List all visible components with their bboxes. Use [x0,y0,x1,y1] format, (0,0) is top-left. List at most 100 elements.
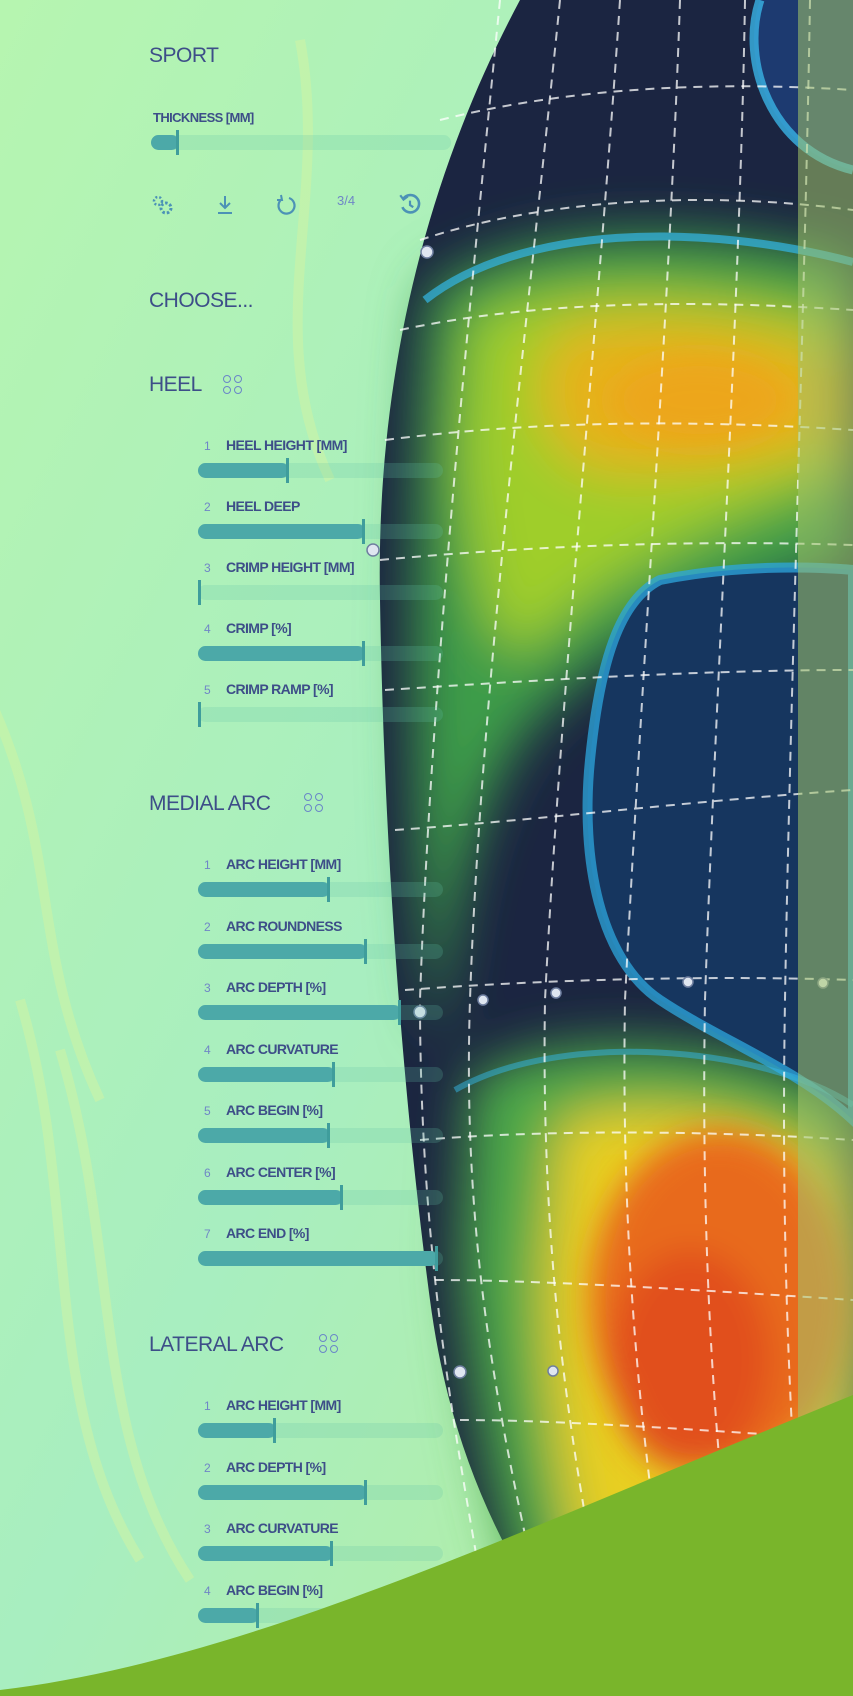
slider-fill [151,135,179,150]
undo-history-icon[interactable] [397,192,423,224]
slider-track[interactable] [198,1184,443,1210]
lateral-arc-title: LATERAL ARC [149,1333,284,1356]
slider-label: ARC BEGIN [%] [226,1581,323,1598]
group-view-icon[interactable] [222,374,246,398]
slider-fill [198,1189,343,1205]
slider-handle[interactable] [362,519,365,544]
slider-handle[interactable] [256,1602,259,1628]
control-panel: SPORT THICKNESS [MM] 3/4 CHOOSE... HEEL … [149,44,451,1689]
slider-index: 3 [204,981,211,995]
slider-index: 1 [204,1399,211,1413]
slider-index: 1 [204,858,211,872]
slider-fill [198,1251,438,1266]
slider-handle[interactable] [398,1000,401,1025]
slider-handle[interactable] [273,1418,276,1443]
slider-handle[interactable] [198,1664,201,1689]
slider-index: 3 [204,561,211,575]
slider-index: 2 [204,500,211,514]
slider-handle[interactable] [327,1123,330,1148]
slider-label: ARC ROUNDNESS [226,917,342,934]
slider-fill [198,1423,276,1438]
slider-label: ARC CE [226,1643,277,1659]
slider-fill [198,1484,367,1500]
slider-track[interactable] [198,1418,443,1443]
slider-track[interactable] [198,938,443,964]
slider-fill [198,646,365,661]
slider-handle[interactable] [435,1246,438,1271]
slider-index: 5 [204,683,211,697]
slider-fill [198,943,367,959]
slider-index: 2 [204,919,211,934]
slider-handle[interactable] [176,130,179,155]
slider-index: 6 [204,1165,211,1180]
slider-handle[interactable] [198,702,201,727]
slider-track[interactable] [198,1061,443,1087]
slider-index: 5 [204,1104,211,1118]
slider-handle[interactable] [340,1184,343,1210]
slider-fill [198,463,289,478]
sport-title: SPORT [149,44,219,67]
slider-index: 7 [204,1227,211,1241]
slider-index: 4 [204,1583,211,1598]
slider-fill [198,1607,259,1623]
slider-fill [198,1005,401,1020]
slider-label: ARC CURVATURE [226,1040,339,1057]
fraction-icon[interactable]: 3/4 [337,193,356,208]
slider-track[interactable] [198,1541,443,1566]
slider-label: HEEL DEEP [226,498,300,514]
choose-label[interactable]: CHOOSE... [149,289,254,312]
slider-track[interactable] [198,1123,443,1148]
reset-icon[interactable] [274,193,298,223]
thickness-label: THICKNESS [MM] [153,110,254,125]
slider-handle[interactable] [198,580,201,605]
slider-label: ARC CURVATURE [226,1520,339,1536]
slider-label: ARC END [%] [226,1225,309,1241]
slider-label: ARC DEPTH [%] [226,979,326,995]
slider-fill [198,1066,335,1082]
heel-title: HEEL [149,373,202,396]
slider-label: ARC DEPTH [%] [226,1458,326,1475]
slider-label: CRIMP HEIGHT [MM] [226,559,355,575]
slider-handle[interactable] [327,877,330,902]
slider-handle[interactable] [362,641,365,666]
slider-index: 1 [204,439,211,453]
slider-track[interactable] [198,702,443,727]
slider-label: ARC BEGIN [%] [226,1102,323,1118]
settings-icon[interactable] [150,193,174,223]
slider-label: ARC HEIGHT [MM] [226,1397,341,1413]
slider-handle[interactable] [364,938,367,964]
slider-track[interactable] [198,1479,443,1505]
download-icon[interactable] [213,193,237,223]
slider-track[interactable] [198,1000,443,1025]
slider-track[interactable] [198,1664,443,1689]
slider-label: ARC CENTER [%] [226,1163,336,1180]
slider-track[interactable] [198,1246,443,1271]
slider-fill [198,1546,333,1561]
slider-track[interactable] [198,1602,443,1628]
thickness-slider[interactable] [151,130,451,155]
medial-arc-title: MEDIAL ARC [149,792,271,815]
slider-handle[interactable] [364,1479,367,1505]
group-view-icon[interactable] [303,792,327,816]
slider-track[interactable] [198,877,443,902]
slider-index: 5 [204,1645,211,1659]
slider-label: HEEL HEIGHT [MM] [226,437,347,453]
slider-track[interactable] [198,519,443,544]
slider-index: 4 [204,1042,211,1057]
slider-handle[interactable] [332,1061,335,1087]
slider-index: 3 [204,1522,211,1536]
slider-index: 2 [204,1460,211,1475]
slider-track[interactable] [198,641,443,666]
slider-handle[interactable] [330,1541,333,1566]
slider-track[interactable] [198,580,443,605]
group-view-icon[interactable] [318,1333,342,1357]
slider-index: 4 [204,622,211,636]
slider-track[interactable] [198,458,443,483]
slider-fill [198,524,365,539]
slider-fill [198,882,330,897]
slider-handle[interactable] [286,458,289,483]
slider-label: CRIMP RAMP [%] [226,681,334,697]
slider-label: ARC HEIGHT [MM] [226,856,341,872]
slider-fill [198,1128,330,1143]
slider-label: CRIMP [%] [226,620,292,636]
